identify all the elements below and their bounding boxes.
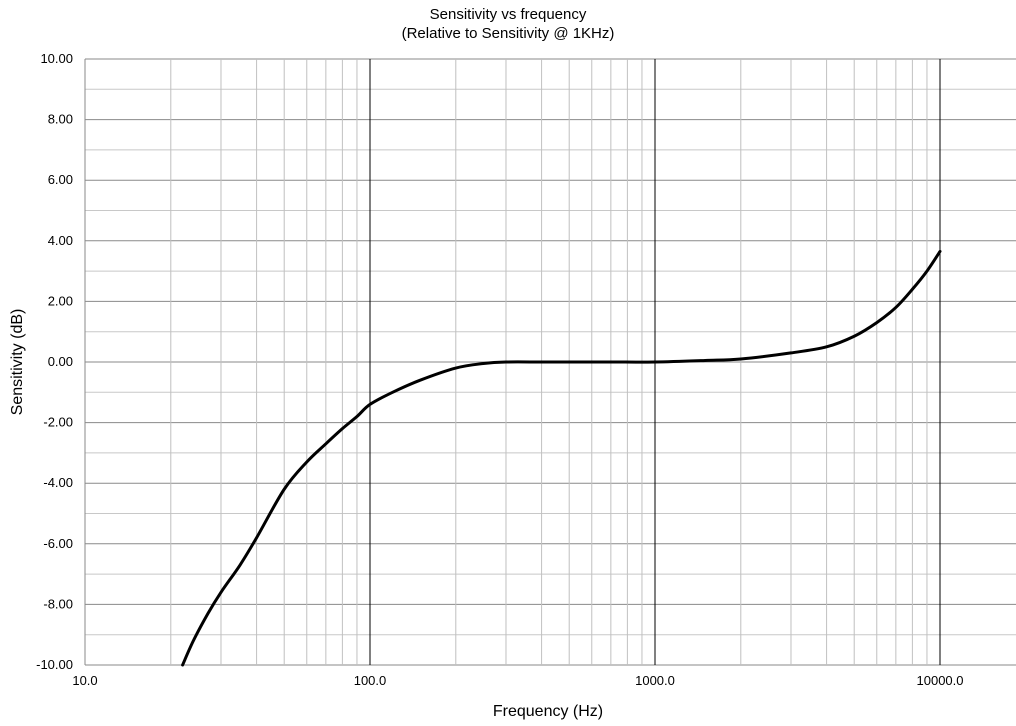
x-axis-label: Frequency (Hz) — [493, 703, 603, 720]
y-tick-label: 2.00 — [48, 293, 73, 308]
sensitivity-series-line — [181, 249, 942, 667]
tick-labels: 10.00 8.00 6.00 4.00 2.00 0.00 -2.00 -4.00 -6.00… — [36, 51, 963, 688]
y-tick-label: 8.00 — [48, 112, 73, 127]
y-tick-label: 6.00 — [48, 172, 73, 187]
y-tick-label: -10.00 — [36, 657, 73, 672]
chart-title: Sensitivity vs frequency — [430, 6, 587, 23]
y-tick-label: -2.00 — [43, 415, 73, 430]
y-tick-label: -6.00 — [43, 536, 73, 551]
y-tick-label: 0.00 — [48, 354, 73, 369]
x-tick-label: 10.0 — [72, 673, 97, 688]
x-tick-label: 1000.0 — [635, 673, 675, 688]
y-tick-label: -8.00 — [43, 596, 73, 611]
y-axis-label: Sensitivity (dB) — [9, 309, 26, 416]
y-tick-label: 10.00 — [40, 51, 73, 66]
x-tick-label: 100.0 — [354, 673, 387, 688]
grid-lines — [84, 58, 1016, 666]
chart-subtitle: (Relative to Sensitivity @ 1KHz) — [402, 25, 615, 42]
x-tick-label: 10000.0 — [917, 673, 964, 688]
y-tick-label: 4.00 — [48, 233, 73, 248]
series-layer — [181, 249, 942, 667]
y-tick-label: -4.00 — [43, 475, 73, 490]
